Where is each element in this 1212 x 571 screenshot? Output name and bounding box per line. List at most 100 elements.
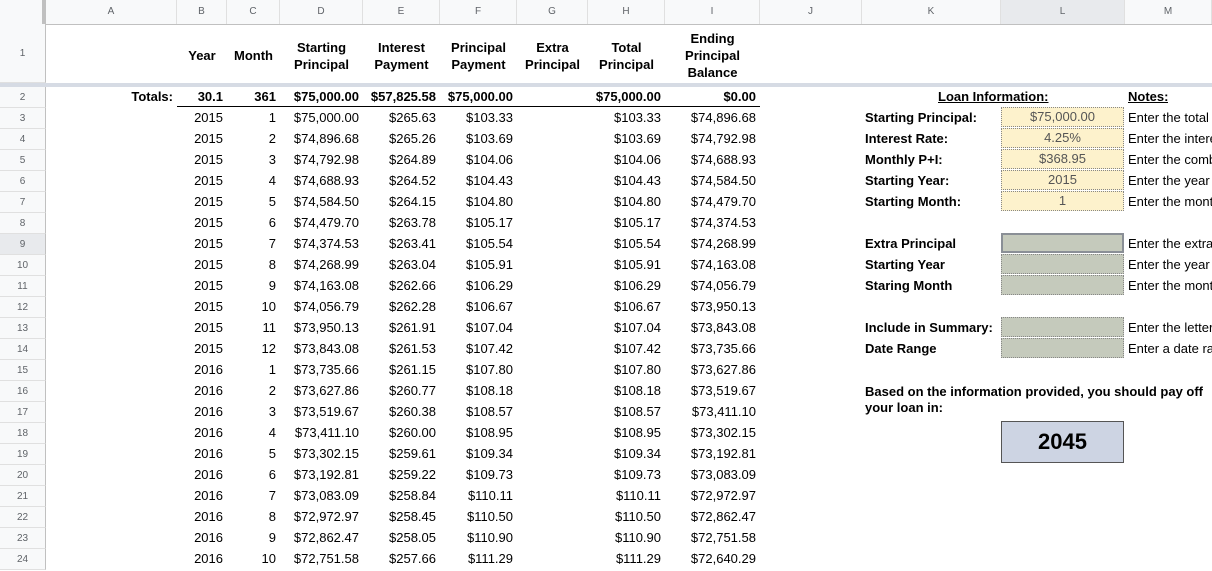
cell-year[interactable]: 2015	[194, 320, 223, 335]
cell-principal-payment[interactable]: $104.80	[466, 194, 513, 209]
cell-ending-balance[interactable]: $74,056.79	[690, 278, 756, 293]
cell-interest-payment[interactable]: $261.15	[389, 362, 436, 377]
row-header-22[interactable]: 22	[0, 507, 46, 528]
cell-principal-payment[interactable]: $106.29	[466, 278, 513, 293]
note-text[interactable]: Enter the mont	[1128, 194, 1212, 209]
row-header-16[interactable]: 16	[0, 381, 46, 402]
cell-ending-balance[interactable]: $73,519.67	[690, 383, 756, 398]
cell-principal-payment[interactable]: $108.57	[466, 404, 513, 419]
cell-month[interactable]: 1	[268, 362, 276, 377]
column-header-m[interactable]: M	[1125, 0, 1212, 24]
cell-starting-principal[interactable]: $74,896.68	[293, 131, 359, 146]
cell-ending-balance[interactable]: $72,751.58	[690, 530, 756, 545]
cell-month[interactable]: 5	[268, 446, 276, 461]
row-header-20[interactable]: 20	[0, 465, 46, 486]
cell-principal-payment[interactable]: $103.33	[466, 110, 513, 125]
cell-ending-balance[interactable]: $74,479.70	[690, 194, 756, 209]
row-header-3[interactable]: 3	[0, 108, 46, 129]
cell-principal-payment[interactable]: $111.29	[467, 551, 513, 566]
cell-year[interactable]: 2015	[194, 110, 223, 125]
cell-interest-payment[interactable]: $257.66	[389, 551, 436, 566]
row-header-4[interactable]: 4	[0, 129, 46, 150]
cell-starting-principal[interactable]: $73,519.67	[293, 404, 359, 419]
cell-starting-principal[interactable]: $73,843.08	[293, 341, 359, 356]
cell-ending-balance[interactable]: $73,950.13	[690, 299, 756, 314]
cell-total-principal[interactable]: $105.91	[614, 257, 661, 272]
cell-month[interactable]: 10	[261, 551, 276, 566]
cell-total-principal[interactable]: $103.69	[614, 131, 661, 146]
cell-starting-principal[interactable]: $73,735.66	[293, 362, 359, 377]
cell-interest-payment[interactable]: $263.04	[389, 257, 436, 272]
cell-interest-payment[interactable]: $265.26	[389, 131, 436, 146]
cell-principal-payment[interactable]: $107.04	[466, 320, 513, 335]
cell-total-principal[interactable]: $108.18	[614, 383, 661, 398]
note-text[interactable]: Enter the year	[1128, 257, 1210, 272]
cell-interest-payment[interactable]: $262.66	[389, 278, 436, 293]
cell-ending-balance[interactable]: $73,411.10	[691, 404, 756, 419]
cell-month[interactable]: 1	[268, 110, 276, 125]
cell-starting-principal[interactable]: $73,411.10	[294, 425, 359, 440]
cell-starting-principal[interactable]: $74,056.79	[293, 299, 359, 314]
date-range-input[interactable]	[1001, 338, 1124, 358]
cell-interest-payment[interactable]: $262.28	[389, 299, 436, 314]
row-header-7[interactable]: 7	[0, 192, 46, 213]
cell-total-principal[interactable]: $107.80	[614, 362, 661, 377]
interest-rate-input[interactable]: 4.25%	[1001, 128, 1124, 148]
cell-starting-principal[interactable]: $73,192.81	[293, 467, 359, 482]
cell-month[interactable]: 12	[261, 341, 276, 356]
cell-month[interactable]: 11	[262, 320, 277, 335]
starting-year-input[interactable]: 2015	[1001, 170, 1124, 190]
row-header-6[interactable]: 6	[0, 171, 46, 192]
cell-year[interactable]: 2016	[194, 404, 223, 419]
cell-ending-balance[interactable]: $73,735.66	[690, 341, 756, 356]
cell-principal-payment[interactable]: $110.90	[466, 530, 513, 545]
cell-month[interactable]: 3	[268, 152, 276, 167]
cell-year[interactable]: 2015	[194, 278, 223, 293]
starting-month-input[interactable]: 1	[1001, 191, 1124, 211]
cell-interest-payment[interactable]: $260.00	[389, 425, 436, 440]
cell-principal-payment[interactable]: $110.50	[466, 509, 513, 524]
row-header-13[interactable]: 13	[0, 318, 46, 339]
cell-interest-payment[interactable]: $261.53	[389, 341, 436, 356]
cell-starting-principal[interactable]: $74,792.98	[293, 152, 359, 167]
cell-ending-balance[interactable]: $74,792.98	[690, 131, 756, 146]
cell-principal-payment[interactable]: $107.80	[466, 362, 513, 377]
note-text[interactable]: Enter the mont	[1128, 278, 1212, 293]
cell-principal-payment[interactable]: $108.18	[466, 383, 513, 398]
note-text[interactable]: Enter the extra	[1128, 236, 1212, 251]
cell-starting-principal[interactable]: $72,862.47	[293, 530, 359, 545]
cell-month[interactable]: 9	[268, 530, 276, 545]
cell-total-principal[interactable]: $110.50	[614, 509, 661, 524]
cell-total-principal[interactable]: $110.11	[615, 488, 661, 503]
cell-ending-balance[interactable]: $74,688.93	[690, 152, 756, 167]
cell-year[interactable]: 2015	[194, 152, 223, 167]
include-summary-input[interactable]	[1001, 317, 1124, 337]
cell-starting-principal[interactable]: $75,000.00	[293, 110, 359, 125]
cell-ending-balance[interactable]: $72,640.29	[690, 551, 756, 566]
cell-month[interactable]: 4	[268, 173, 276, 188]
cell-ending-balance[interactable]: $74,584.50	[690, 173, 756, 188]
extra-principal-input[interactable]	[1001, 233, 1124, 253]
cell-total-principal[interactable]: $104.43	[614, 173, 661, 188]
frozen-rows-divider[interactable]	[0, 83, 1212, 87]
cell-year[interactable]: 2016	[194, 509, 223, 524]
row-header-15[interactable]: 15	[0, 360, 46, 381]
row-header-24[interactable]: 24	[0, 549, 46, 570]
cell-interest-payment[interactable]: $260.38	[389, 404, 436, 419]
cell-month[interactable]: 10	[261, 299, 276, 314]
cell-interest-payment[interactable]: $261.91	[389, 320, 436, 335]
cell-month[interactable]: 7	[268, 488, 276, 503]
column-header-l[interactable]: L	[1001, 0, 1125, 24]
note-text[interactable]: Enter a date ra	[1128, 341, 1212, 356]
cell-ending-balance[interactable]: $74,896.68	[690, 110, 756, 125]
cell-principal-payment[interactable]: $109.73	[466, 467, 513, 482]
cell-month[interactable]: 8	[268, 509, 276, 524]
column-header-e[interactable]: E	[363, 0, 440, 24]
cell-interest-payment[interactable]: $260.77	[389, 383, 436, 398]
row-header-23[interactable]: 23	[0, 528, 46, 549]
cell-total-principal[interactable]: $105.54	[614, 236, 661, 251]
cell-principal-payment[interactable]: $110.11	[467, 488, 513, 503]
cell-principal-payment[interactable]: $109.34	[466, 446, 513, 461]
cell-year[interactable]: 2016	[194, 383, 223, 398]
cell-ending-balance[interactable]: $72,862.47	[690, 509, 756, 524]
